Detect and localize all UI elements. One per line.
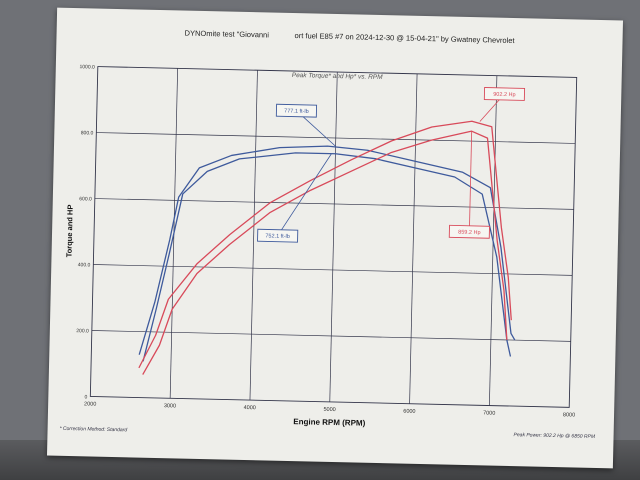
torque-curve <box>142 152 512 362</box>
annotation-box <box>275 103 318 118</box>
y-tick-label: 0 <box>84 394 87 400</box>
grid-line-vertical <box>249 70 258 401</box>
x-tick-label: 7000 <box>483 410 495 416</box>
grid-line-horizontal <box>91 330 571 342</box>
y-axis-label: Torque and HP <box>64 204 74 257</box>
x-tick-label: 6000 <box>403 409 415 415</box>
x-tick-label: 4000 <box>244 405 256 411</box>
y-tick-label: 1000.0 <box>79 64 95 70</box>
y-tick-label: 800.0 <box>81 130 94 136</box>
chart-title: Peak Torque* and Hp* vs. RPM <box>292 72 384 81</box>
grid-line-vertical <box>329 72 338 402</box>
x-tick-label: 2000 <box>84 401 96 407</box>
y-tick-label: 200.0 <box>76 328 89 334</box>
torque-curve <box>138 145 516 355</box>
power-curve <box>142 130 508 375</box>
annotation-leader <box>277 153 332 236</box>
annotation-box <box>483 87 526 101</box>
grid-line-horizontal <box>96 132 576 144</box>
annotation-leader <box>468 131 473 232</box>
y-tick-label: 600.0 <box>79 196 92 202</box>
x-tick-label: 3000 <box>164 403 176 409</box>
annotation-label: 902.2 Hp <box>493 92 515 99</box>
power-curve <box>138 120 512 369</box>
grid-line-vertical <box>409 73 418 404</box>
x-tick-label: 5000 <box>323 407 335 413</box>
x-axis-label: Engine RPM (RPM) <box>293 417 366 428</box>
y-tick-label: 400.0 <box>78 262 91 268</box>
dyno-printout: DYNOmite test "Giovanni ort fuel E85 #7 … <box>46 7 624 469</box>
annotation-box <box>257 228 299 243</box>
annotation-box <box>448 224 490 239</box>
annotation-label: 752.1 ft-lb <box>265 233 290 240</box>
grid-line-horizontal <box>93 264 573 276</box>
annotation-label: 859.2 Hp <box>458 230 480 237</box>
annotation-label: 777.1 ft-lb <box>284 108 309 115</box>
dyno-chart: 2000 3000 4000 5000 6000 7000 8000 1000.0 800.0 6… <box>64 64 578 428</box>
x-tick-label: 8000 <box>563 412 575 418</box>
